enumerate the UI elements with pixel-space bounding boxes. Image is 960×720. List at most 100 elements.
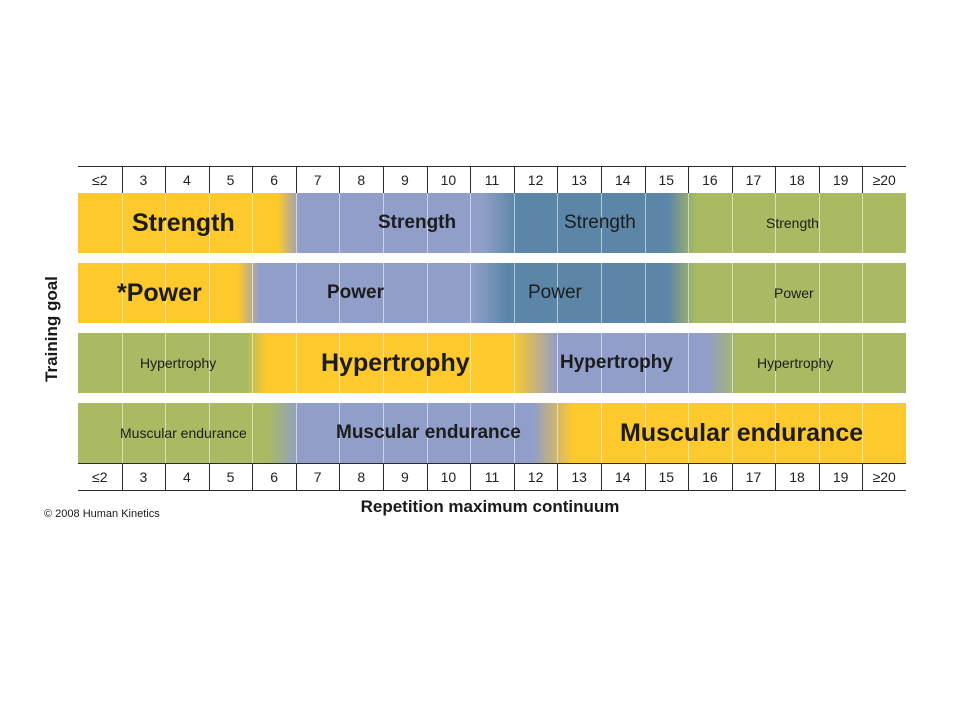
band-grid-line xyxy=(688,193,690,253)
tick-separator xyxy=(688,464,690,490)
top-tick-label: 16 xyxy=(702,172,718,188)
band-grid-line xyxy=(644,333,646,393)
tick-separator xyxy=(470,167,472,193)
copyright-notice: © 2008 Human Kinetics xyxy=(44,508,160,520)
band-label-strength-medium: Strength xyxy=(378,212,457,233)
band-grid-line xyxy=(731,193,733,253)
tick-separator xyxy=(600,464,602,490)
top-tick-label: 8 xyxy=(357,172,366,188)
band-grid-line xyxy=(644,403,646,463)
band-label-endurance-medium: Muscular endurance xyxy=(336,422,521,443)
band-grid-line xyxy=(644,193,646,253)
band-grid-line xyxy=(470,263,472,323)
top-tick-label: 19 xyxy=(832,172,849,188)
tick-separator xyxy=(513,167,515,193)
band-grid-line xyxy=(295,193,297,253)
bottom-tick-label: 5 xyxy=(226,469,235,485)
tick-separator xyxy=(644,167,646,193)
band-label-hypertrophy-medium: Hypertrophy xyxy=(560,352,673,373)
band-grid-line xyxy=(208,263,210,323)
bottom-tick-label: 14 xyxy=(614,469,631,485)
top-tick-label: 4 xyxy=(183,172,191,188)
bottom-tick-label: 18 xyxy=(789,469,805,485)
top-tick-label: 14 xyxy=(614,172,631,188)
band-grid-line xyxy=(513,263,515,323)
band-hypertrophy: Hypertrophy Hypertrophy Hypertrophy Hype… xyxy=(78,333,906,393)
top-tick-label: 5 xyxy=(226,172,235,188)
bottom-tick-label: ≥20 xyxy=(872,469,896,485)
band-grid-line xyxy=(383,333,385,393)
tick-separator xyxy=(252,167,254,193)
band-grid-line xyxy=(295,333,297,393)
tick-separator xyxy=(121,167,123,193)
band-grid-line xyxy=(339,193,341,253)
top-tick-label: 7 xyxy=(313,172,322,188)
band-label-strength-light: Strength xyxy=(564,212,636,233)
band-grid-line xyxy=(775,193,777,253)
band-grid-line xyxy=(688,333,690,393)
band-grid-line xyxy=(731,333,733,393)
band-grid-line xyxy=(121,333,123,393)
band-grid-line xyxy=(862,193,864,253)
band-label-hypertrophy-minor-right: Hypertrophy xyxy=(757,355,834,371)
top-tick-label: 10 xyxy=(440,172,457,188)
band-label-strength-minor: Strength xyxy=(766,215,819,231)
band-grid-line xyxy=(121,403,123,463)
band-grid-line xyxy=(775,263,777,323)
band-grid-line xyxy=(165,403,167,463)
bottom-tick-label: 9 xyxy=(400,469,409,485)
band-grid-line xyxy=(862,403,864,463)
top-tick-row: ≤2 3 4 5 6 7 8 9 10 11 12 13 14 15 16 17 18 19 ≥20 xyxy=(78,166,906,194)
tick-separator xyxy=(775,167,777,193)
tick-separator xyxy=(644,464,646,490)
band-label-power-minor: Power xyxy=(774,285,814,301)
band-grid-line xyxy=(383,403,385,463)
band-grid-line xyxy=(731,403,733,463)
band-label-power-medium: Power xyxy=(327,282,385,303)
band-label-hypertrophy-major: Hypertrophy xyxy=(321,349,470,377)
band-grid-line xyxy=(557,403,559,463)
top-tick-label: 18 xyxy=(789,172,805,188)
band-grid-line xyxy=(470,333,472,393)
bottom-tick-label: 4 xyxy=(183,469,191,485)
band-grid-line xyxy=(208,403,210,463)
tick-separator xyxy=(426,464,428,490)
bottom-tick-label: 16 xyxy=(702,469,718,485)
bottom-tick-label: 11 xyxy=(484,469,500,485)
top-tick-label: ≥20 xyxy=(872,172,896,188)
band-label-endurance-major: Muscular endurance xyxy=(620,419,864,447)
band-grid-line xyxy=(557,193,559,253)
band-grid-line xyxy=(252,263,254,323)
band-grid-line xyxy=(644,263,646,323)
tick-separator xyxy=(731,167,733,193)
bottom-tick-label: 12 xyxy=(527,469,544,485)
band-grid-line xyxy=(862,333,864,393)
band-power: *Power Power Power Power xyxy=(78,263,906,323)
band-label-strength-major: Strength xyxy=(132,209,235,237)
band-grid-line xyxy=(688,403,690,463)
band-grid-line xyxy=(295,403,297,463)
bottom-tick-label: 3 xyxy=(139,469,148,485)
top-tick-label: 6 xyxy=(270,172,278,188)
band-grid-line xyxy=(688,263,690,323)
band-muscular-endurance: Muscular endurance Muscular endurance Mu… xyxy=(78,403,906,463)
band-strength: Strength Strength Strength Strength xyxy=(78,193,906,253)
bottom-tick-label: 8 xyxy=(357,469,366,485)
band-grid-line xyxy=(557,263,559,323)
band-grid-line xyxy=(339,403,341,463)
band-grid-line xyxy=(818,333,820,393)
tick-separator xyxy=(339,464,341,490)
band-grid-line xyxy=(818,193,820,253)
band-grid-line xyxy=(252,333,254,393)
tick-separator xyxy=(775,464,777,490)
tick-separator xyxy=(862,464,864,490)
tick-separator xyxy=(731,464,733,490)
band-grid-line xyxy=(121,263,123,323)
band-grid-line xyxy=(426,403,428,463)
band-grid-line xyxy=(383,193,385,253)
tick-separator xyxy=(339,167,341,193)
tick-separator xyxy=(426,167,428,193)
bottom-tick-label: 10 xyxy=(440,469,457,485)
band-grid-line xyxy=(818,403,820,463)
band-grid-line xyxy=(295,263,297,323)
